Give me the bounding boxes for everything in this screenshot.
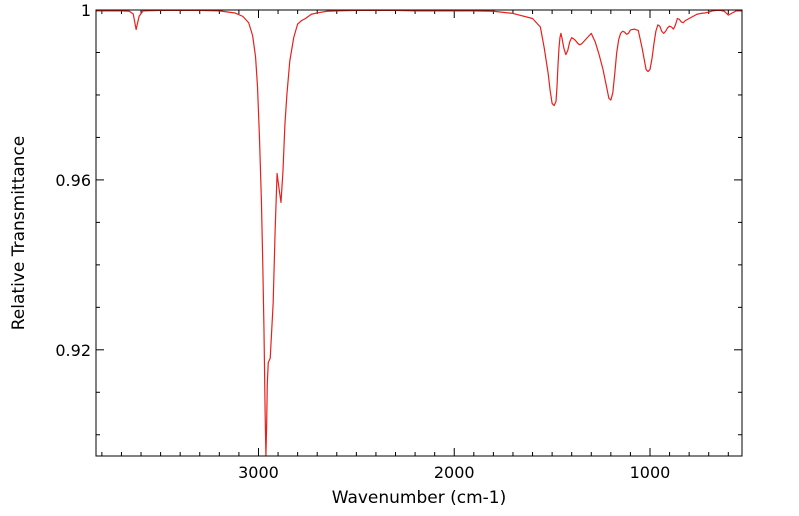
y-tick-label: 0.96 bbox=[55, 171, 91, 190]
plot-frame bbox=[95, 9, 743, 457]
x-tick-label: 2000 bbox=[434, 463, 475, 482]
y-tick-label: 0.92 bbox=[55, 341, 91, 360]
major-ticks bbox=[96, 9, 742, 456]
minor-ticks bbox=[96, 10, 742, 456]
y-axis-title: Relative Transmittance bbox=[9, 136, 29, 331]
x-tick-label: 3000 bbox=[238, 463, 279, 482]
series-layer bbox=[96, 10, 742, 456]
x-axis-title: Wavenumber (cm-1) bbox=[332, 488, 507, 508]
x-tick-label: 1000 bbox=[630, 463, 671, 482]
y-tick-label: 1 bbox=[81, 1, 91, 20]
series-line-0 bbox=[96, 10, 742, 456]
tick-labels: 3000 2000 1000 1 0.96 0.92 bbox=[55, 1, 670, 482]
